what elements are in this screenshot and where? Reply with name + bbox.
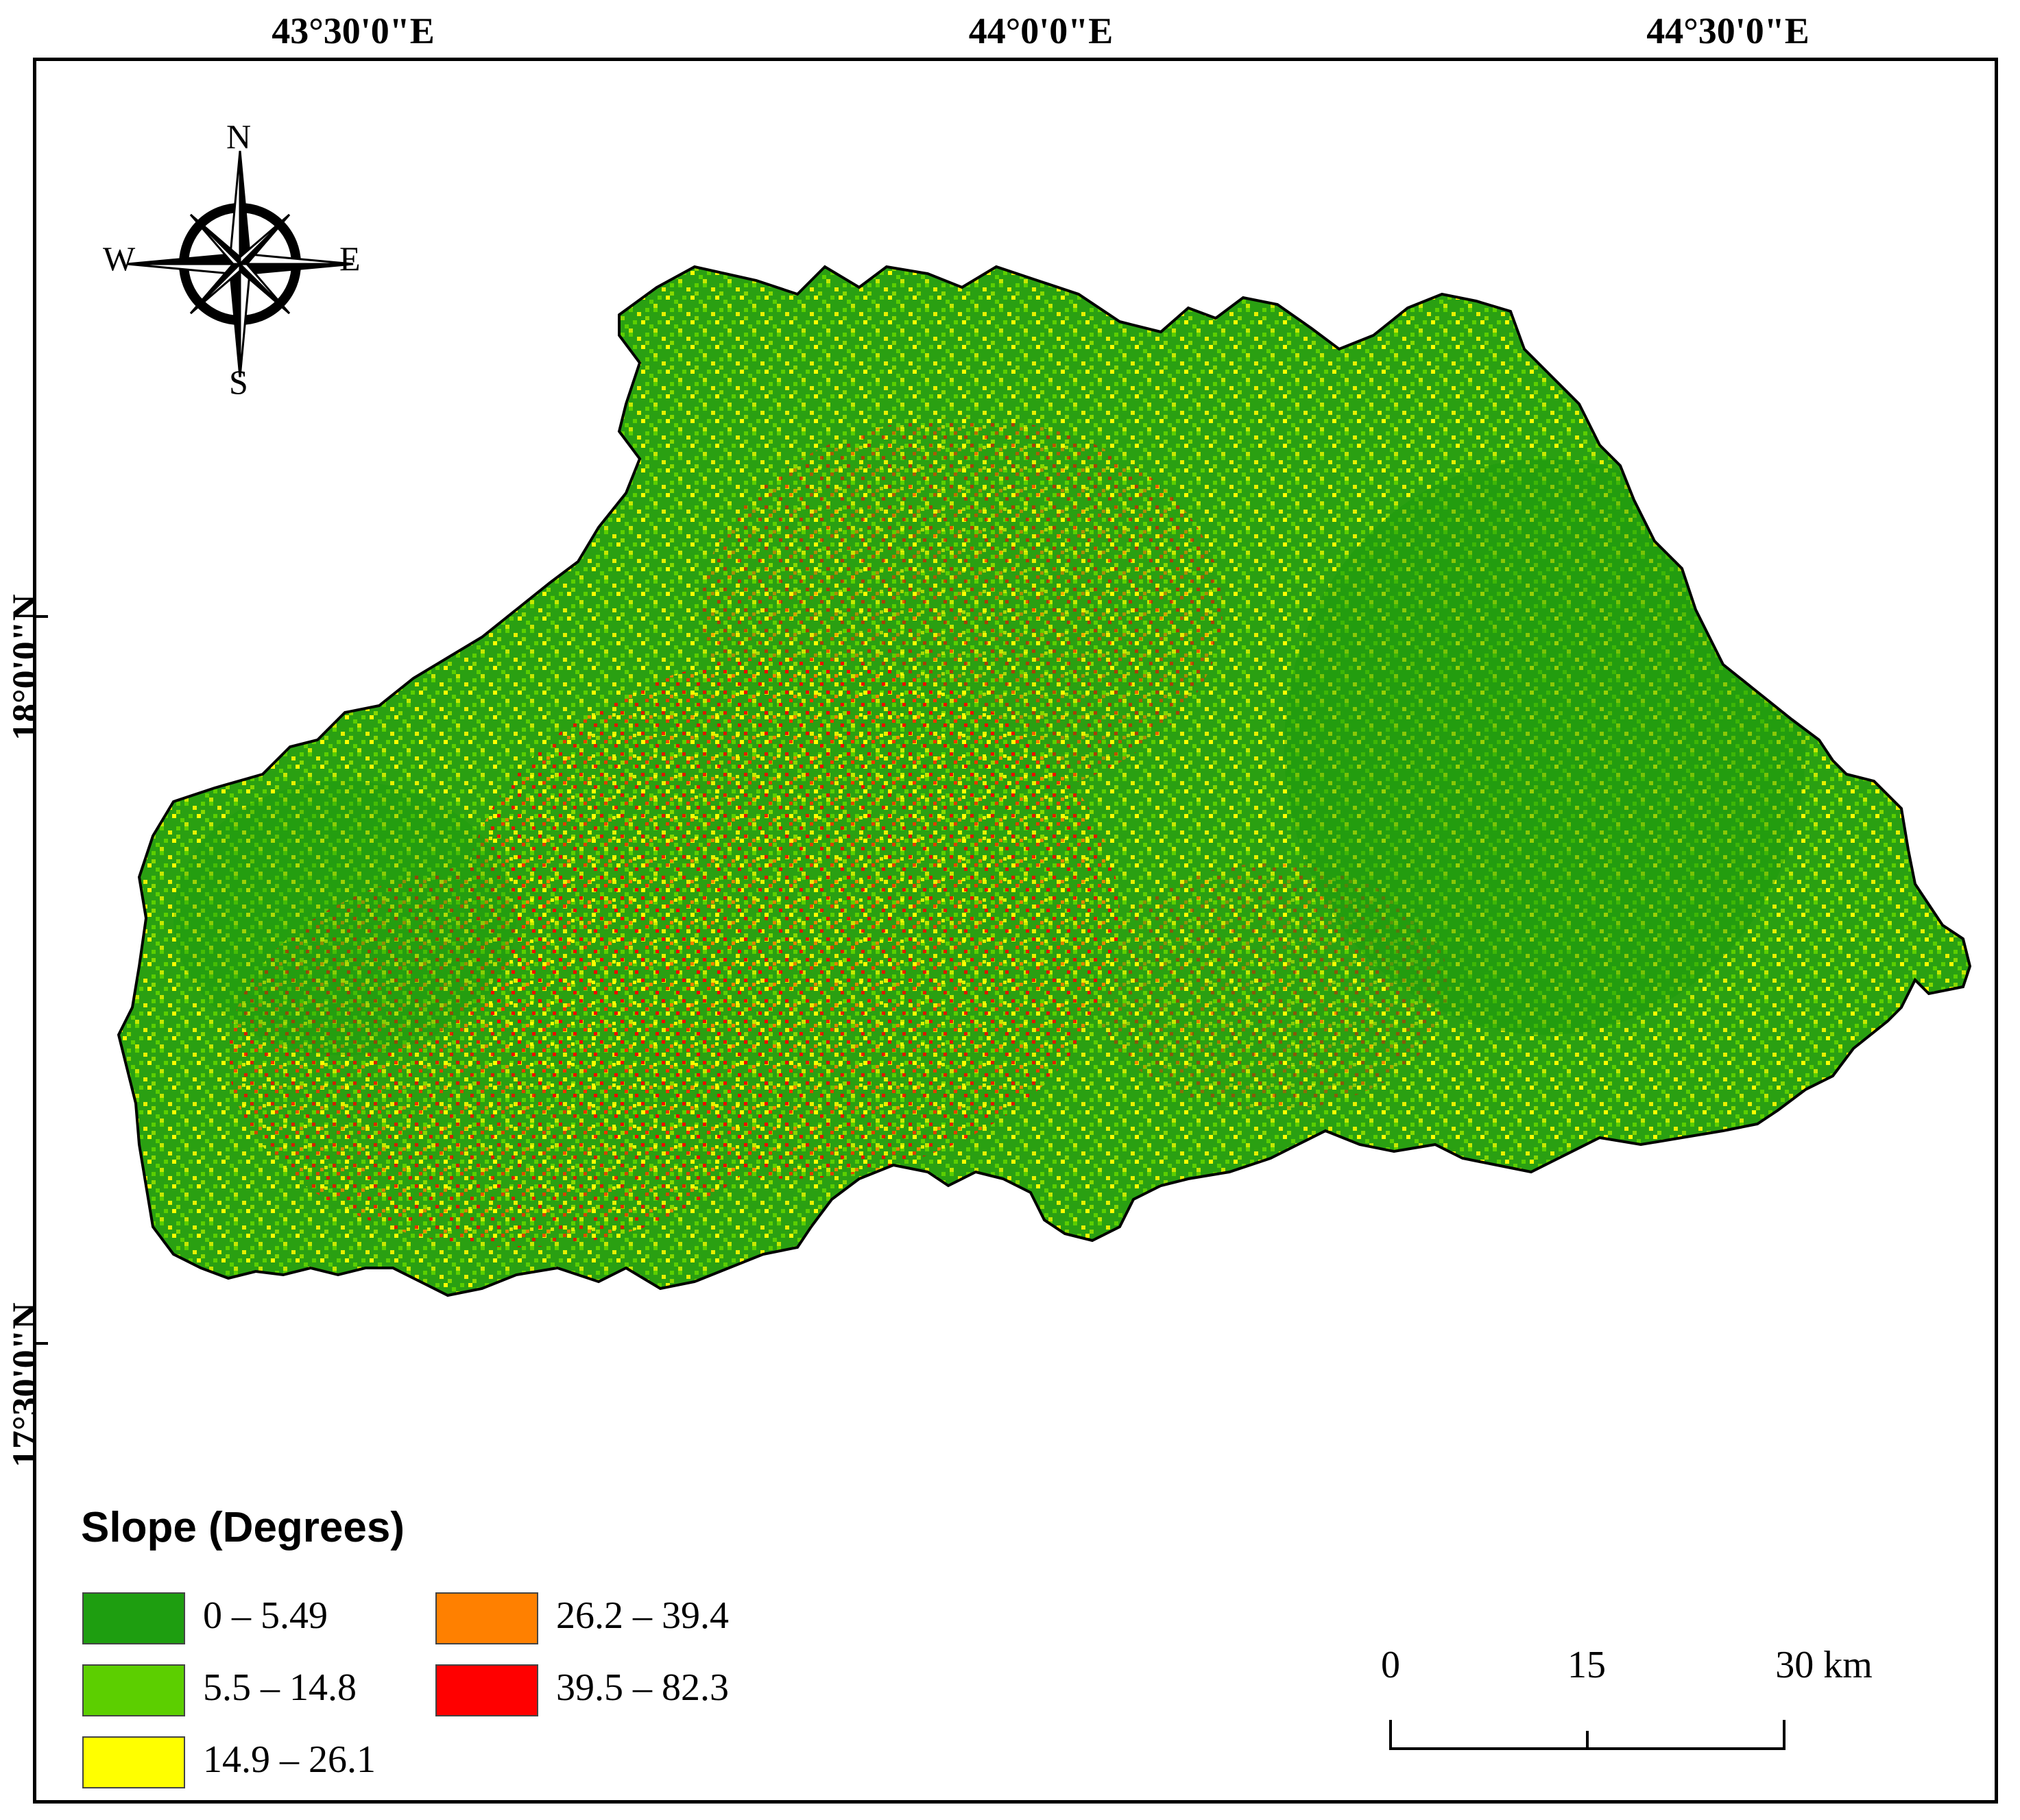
legend-label: 5.5 – 14.8 (203, 1666, 357, 1709)
north-arrow: N S E W (103, 117, 391, 411)
legend-label: 39.5 – 82.3 (556, 1666, 729, 1709)
legend-label: 26.2 – 39.4 (556, 1594, 729, 1637)
legend-swatch (82, 1664, 185, 1716)
legend-swatch (82, 1736, 185, 1788)
latitude-tick (33, 1342, 48, 1345)
scale-bar (1389, 1720, 1785, 1750)
legend-swatch (82, 1592, 185, 1644)
compass-rose-icon (126, 150, 354, 378)
legend-title: Slope (Degrees) (81, 1504, 405, 1551)
scale-label-30-km: 30 km (1775, 1644, 1873, 1686)
legend-label: 0 – 5.49 (203, 1594, 328, 1637)
compass-east-label: E (339, 239, 361, 278)
scale-label-15: 15 (1567, 1644, 1606, 1686)
compass-south-label: S (229, 363, 248, 401)
longitude-label-43-30: 43°30'0"E (272, 10, 435, 51)
legend-swatch (435, 1664, 538, 1716)
compass-north-label: N (226, 117, 252, 156)
longitude-label-44-00: 44°0'0"E (968, 10, 1114, 51)
legend-label: 14.9 – 26.1 (203, 1738, 376, 1781)
basin-slope-raster (117, 265, 1971, 1297)
longitude-label-44-30: 44°30'0"E (1646, 10, 1809, 51)
latitude-tick (33, 615, 48, 618)
legend-swatch (435, 1592, 538, 1644)
scale-label-0: 0 (1381, 1644, 1400, 1686)
compass-west-label: W (103, 239, 136, 278)
map-frame (33, 58, 1998, 1804)
